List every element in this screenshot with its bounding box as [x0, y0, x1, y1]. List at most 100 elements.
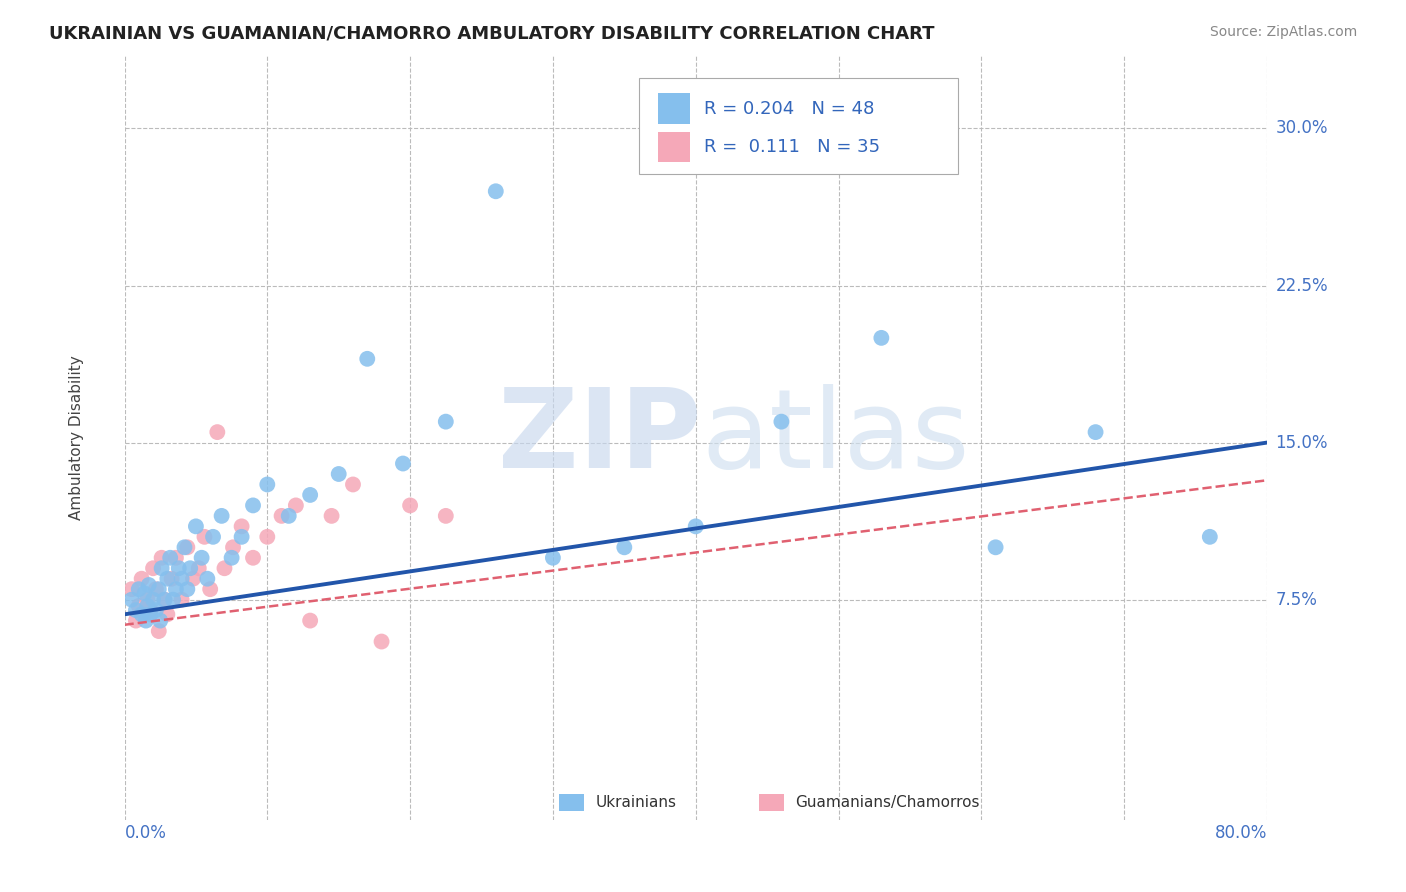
- Point: [342, 477, 364, 491]
- Text: 15.0%: 15.0%: [1275, 434, 1329, 451]
- Point: [159, 550, 181, 565]
- Point: [170, 592, 193, 607]
- Point: [148, 624, 170, 638]
- Point: [231, 530, 253, 544]
- Point: [162, 592, 184, 607]
- Point: [139, 607, 162, 622]
- Point: [202, 530, 225, 544]
- Point: [242, 499, 264, 513]
- Point: [870, 331, 893, 345]
- Point: [153, 592, 176, 607]
- Text: R = 0.204   N = 48: R = 0.204 N = 48: [704, 100, 875, 118]
- FancyBboxPatch shape: [558, 795, 583, 811]
- Point: [136, 599, 159, 613]
- Point: [165, 582, 187, 597]
- Text: 7.5%: 7.5%: [1275, 591, 1317, 608]
- Point: [222, 541, 245, 555]
- Point: [156, 607, 179, 622]
- Point: [198, 582, 221, 597]
- Point: [179, 561, 201, 575]
- Point: [214, 561, 236, 575]
- Point: [256, 530, 278, 544]
- FancyBboxPatch shape: [638, 78, 959, 174]
- Point: [277, 508, 299, 523]
- Point: [370, 634, 392, 648]
- Point: [165, 550, 187, 565]
- Point: [299, 488, 322, 502]
- Point: [173, 541, 195, 555]
- Point: [485, 184, 508, 198]
- Point: [167, 561, 190, 575]
- Point: [984, 541, 1007, 555]
- Text: 0.0%: 0.0%: [125, 823, 166, 842]
- Point: [685, 519, 707, 533]
- Point: [136, 592, 159, 607]
- Point: [125, 614, 148, 628]
- Point: [356, 351, 378, 366]
- Point: [148, 582, 170, 597]
- FancyBboxPatch shape: [759, 795, 783, 811]
- Point: [128, 582, 150, 597]
- Point: [138, 578, 160, 592]
- Point: [170, 572, 193, 586]
- FancyBboxPatch shape: [658, 94, 690, 124]
- Text: R =  0.111   N = 35: R = 0.111 N = 35: [704, 138, 880, 156]
- Text: Guamanians/Chamorros: Guamanians/Chamorros: [796, 796, 980, 810]
- Point: [284, 499, 307, 513]
- Point: [128, 599, 150, 613]
- Point: [121, 592, 143, 607]
- Point: [176, 541, 198, 555]
- Point: [299, 614, 322, 628]
- Point: [181, 572, 204, 586]
- Text: atlas: atlas: [702, 384, 970, 491]
- Text: ZIP: ZIP: [498, 384, 702, 491]
- Point: [142, 561, 165, 575]
- Point: [242, 550, 264, 565]
- Point: [190, 550, 212, 565]
- Point: [270, 508, 292, 523]
- Point: [131, 572, 153, 586]
- Text: Ambulatory Disability: Ambulatory Disability: [69, 355, 84, 520]
- Point: [195, 572, 218, 586]
- Point: [193, 530, 215, 544]
- Point: [153, 592, 176, 607]
- Point: [121, 582, 143, 597]
- Point: [434, 415, 457, 429]
- Text: UKRAINIAN VS GUAMANIAN/CHAMORRO AMBULATORY DISABILITY CORRELATION CHART: UKRAINIAN VS GUAMANIAN/CHAMORRO AMBULATO…: [49, 25, 935, 43]
- Text: 80.0%: 80.0%: [1215, 823, 1267, 842]
- Point: [1198, 530, 1220, 544]
- Point: [231, 519, 253, 533]
- Point: [613, 541, 636, 555]
- Text: 22.5%: 22.5%: [1275, 277, 1329, 294]
- Point: [160, 572, 183, 586]
- Point: [392, 457, 415, 471]
- Point: [125, 603, 148, 617]
- Point: [328, 467, 350, 481]
- Point: [770, 415, 793, 429]
- Point: [187, 561, 209, 575]
- Point: [207, 425, 229, 439]
- Point: [142, 592, 165, 607]
- Point: [184, 519, 207, 533]
- Point: [321, 508, 343, 523]
- Point: [134, 586, 156, 600]
- Point: [135, 614, 157, 628]
- Text: 30.0%: 30.0%: [1275, 120, 1329, 137]
- Point: [256, 477, 278, 491]
- Point: [139, 603, 162, 617]
- Text: Ukrainians: Ukrainians: [595, 796, 676, 810]
- FancyBboxPatch shape: [658, 132, 690, 162]
- Point: [176, 582, 198, 597]
- Point: [145, 603, 167, 617]
- Point: [150, 561, 173, 575]
- Point: [541, 550, 564, 565]
- Point: [399, 499, 422, 513]
- Point: [149, 614, 172, 628]
- Point: [221, 550, 243, 565]
- Point: [434, 508, 457, 523]
- Point: [145, 582, 167, 597]
- Point: [150, 550, 173, 565]
- Point: [211, 508, 233, 523]
- Point: [131, 607, 153, 622]
- Point: [1084, 425, 1107, 439]
